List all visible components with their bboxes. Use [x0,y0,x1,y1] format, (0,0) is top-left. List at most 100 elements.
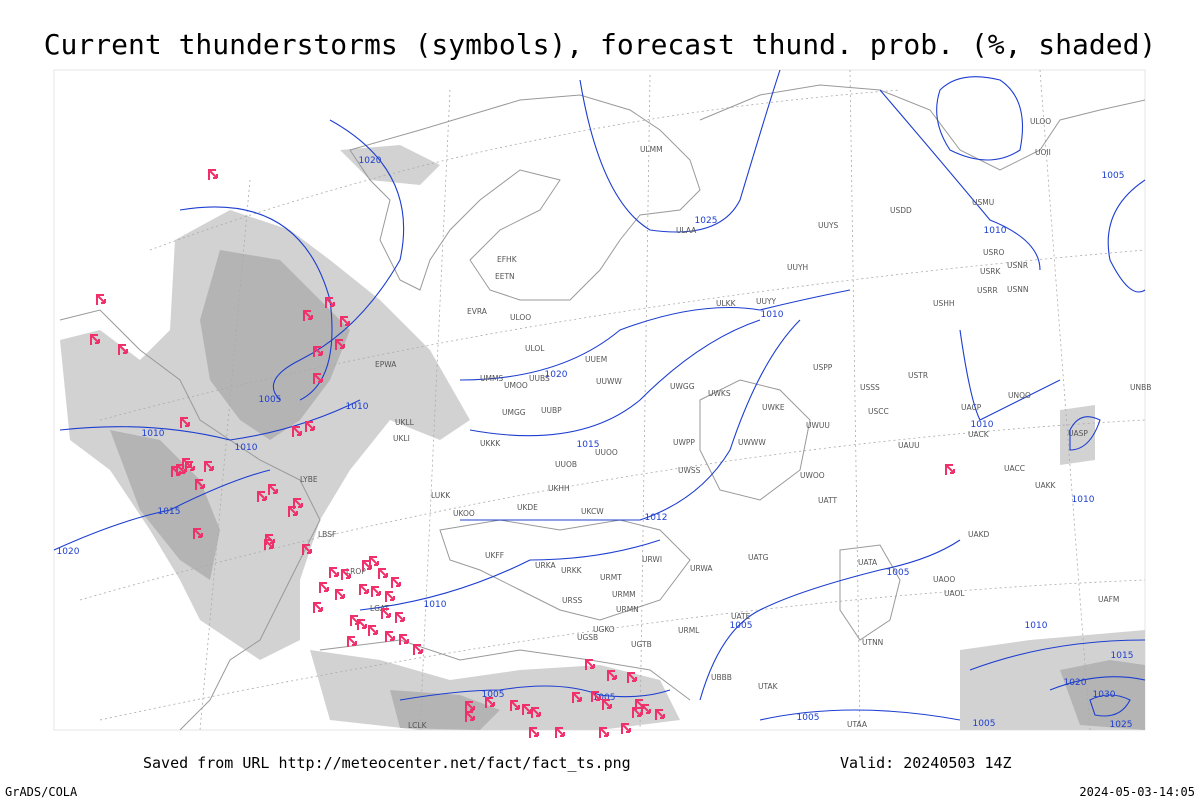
thunderstorm-symbol [572,692,582,703]
station-label: ULAA [676,226,697,235]
thunderstorm-symbol [204,461,214,472]
thunderstorm-symbol [371,586,381,597]
title: Current thunderstorms (symbols), forecas… [44,28,1157,61]
station-label: UKHH [548,484,570,493]
thunderstorm-symbol [413,644,423,655]
isobar-label: 1005 [730,621,753,631]
thunderstorm-symbol [340,316,350,327]
station-label: LGAT [370,604,390,613]
isobar-label: 1005 [259,395,282,405]
thunderstorm-symbol [632,707,642,718]
isobar-label: 1005 [1102,171,1125,181]
station-label: UAUU [898,441,920,450]
thunderstorm-symbol [585,659,595,670]
isobar-label: 1005 [797,713,820,723]
station-label: USSS [860,383,880,392]
station-label: UTAA [847,720,868,729]
isobar-label: 1012 [645,513,668,523]
station-label: UNBB [1130,383,1151,392]
station-label: ULKK [716,299,737,308]
isobar-label: 1010 [424,600,447,610]
thunderstorm-symbol [208,169,218,180]
thunderstorm-symbol [391,577,401,588]
isobar-label: 1020 [359,156,382,166]
station-labels: ULMM ULOO UOII USDD UUYS USMU ULAA EFHK EETN USRO… [300,117,1151,730]
station-label: UMMS [480,374,503,383]
station-label: URKA [535,561,556,570]
station-label: USNN [1007,285,1028,294]
station-label: URML [678,626,700,635]
station-label: LUKK [431,491,451,500]
isobar-label: 1020 [545,370,568,380]
thunderstorm-symbol [90,334,100,345]
thunderstorm-symbol [288,506,298,517]
thunderstorm-symbol [193,528,203,539]
thunderstorm-symbol [268,484,278,495]
thunderstorm-symbol [627,672,637,683]
station-label: EVRA [467,307,488,316]
thunderstorm-symbol [399,634,409,645]
station-label: UWGG [670,382,695,391]
station-label: UGKO [593,625,615,634]
thunderstorm-symbol [641,704,651,715]
station-label: UWOO [800,471,825,480]
station-label: USCC [868,407,889,416]
station-label: URWI [642,555,662,564]
station-label: UACC [1004,464,1025,473]
station-label: EETN [495,272,515,281]
thunderstorm-symbol [319,582,329,593]
isobar-label: 1020 [57,547,80,557]
isobar-labels: 1020 1025 1010 1020 1005 1010 1010 1010 1015 1015… [57,156,1134,730]
thunderstorm-symbol [305,421,315,432]
station-label: UATE [731,612,751,621]
station-label: UUOB [555,460,577,469]
thunderstorm-symbol [96,294,106,305]
isobar-label: 1025 [695,216,718,226]
isobar-label: 1030 [1093,690,1116,700]
thunderstorm-symbol [195,479,205,490]
station-label: UWUU [806,421,830,430]
station-label: UKOO [453,509,475,518]
station-label: USPP [813,363,833,372]
thunderstorm-symbol [522,704,532,715]
isobar-label: 1010 [346,402,369,412]
station-label: UKKK [480,439,501,448]
station-label: UACK [968,430,990,439]
thunderstorm-symbol [335,339,345,350]
thunderstorm-symbol [599,727,609,738]
station-label: USNR [1007,261,1028,270]
thunderstorm-symbol [302,544,312,555]
thunderstorm-symbol [607,670,617,681]
thunderstorm-symbol [378,568,388,579]
station-label: UWWW [738,438,766,447]
station-label: UUYY [756,297,777,306]
thunderstorm-symbol [329,567,339,578]
station-label: LCLK [408,721,428,730]
thunderstorm-symbol [362,560,372,571]
thunderstorm-symbol [350,615,360,626]
station-label: UTNN [862,638,883,647]
station-label: URKK [561,566,583,575]
station-label: LBSF [318,530,336,539]
station-label: ULOO [510,313,531,322]
isobar-label: 1010 [984,226,1007,236]
valid-time: Valid: 20240503 14Z [840,754,1012,772]
station-label: UUWW [596,377,622,386]
station-label: USMU [972,198,994,207]
station-label: UAKK [1035,481,1057,490]
thunderstorm-symbol [118,344,128,355]
map-frame: 1020 1025 1010 1020 1005 1010 1010 1010 1015 1015… [53,69,1151,738]
station-label: URMM [612,590,636,599]
station-label: EFHK [497,255,518,264]
station-label: ULOL [525,344,545,353]
station-label: UAFM [1098,595,1119,604]
station-label: UWKS [708,389,731,398]
thunderstorm-symbol [313,346,323,357]
station-label: UUYH [787,263,808,272]
station-label: UAOL [944,589,965,598]
station-label: ULMM [640,145,663,154]
thunderstorm-symbol [531,707,541,718]
isobar-label: 1005 [593,693,616,703]
source-url: Saved from URL http://meteocenter.net/fa… [143,754,631,772]
